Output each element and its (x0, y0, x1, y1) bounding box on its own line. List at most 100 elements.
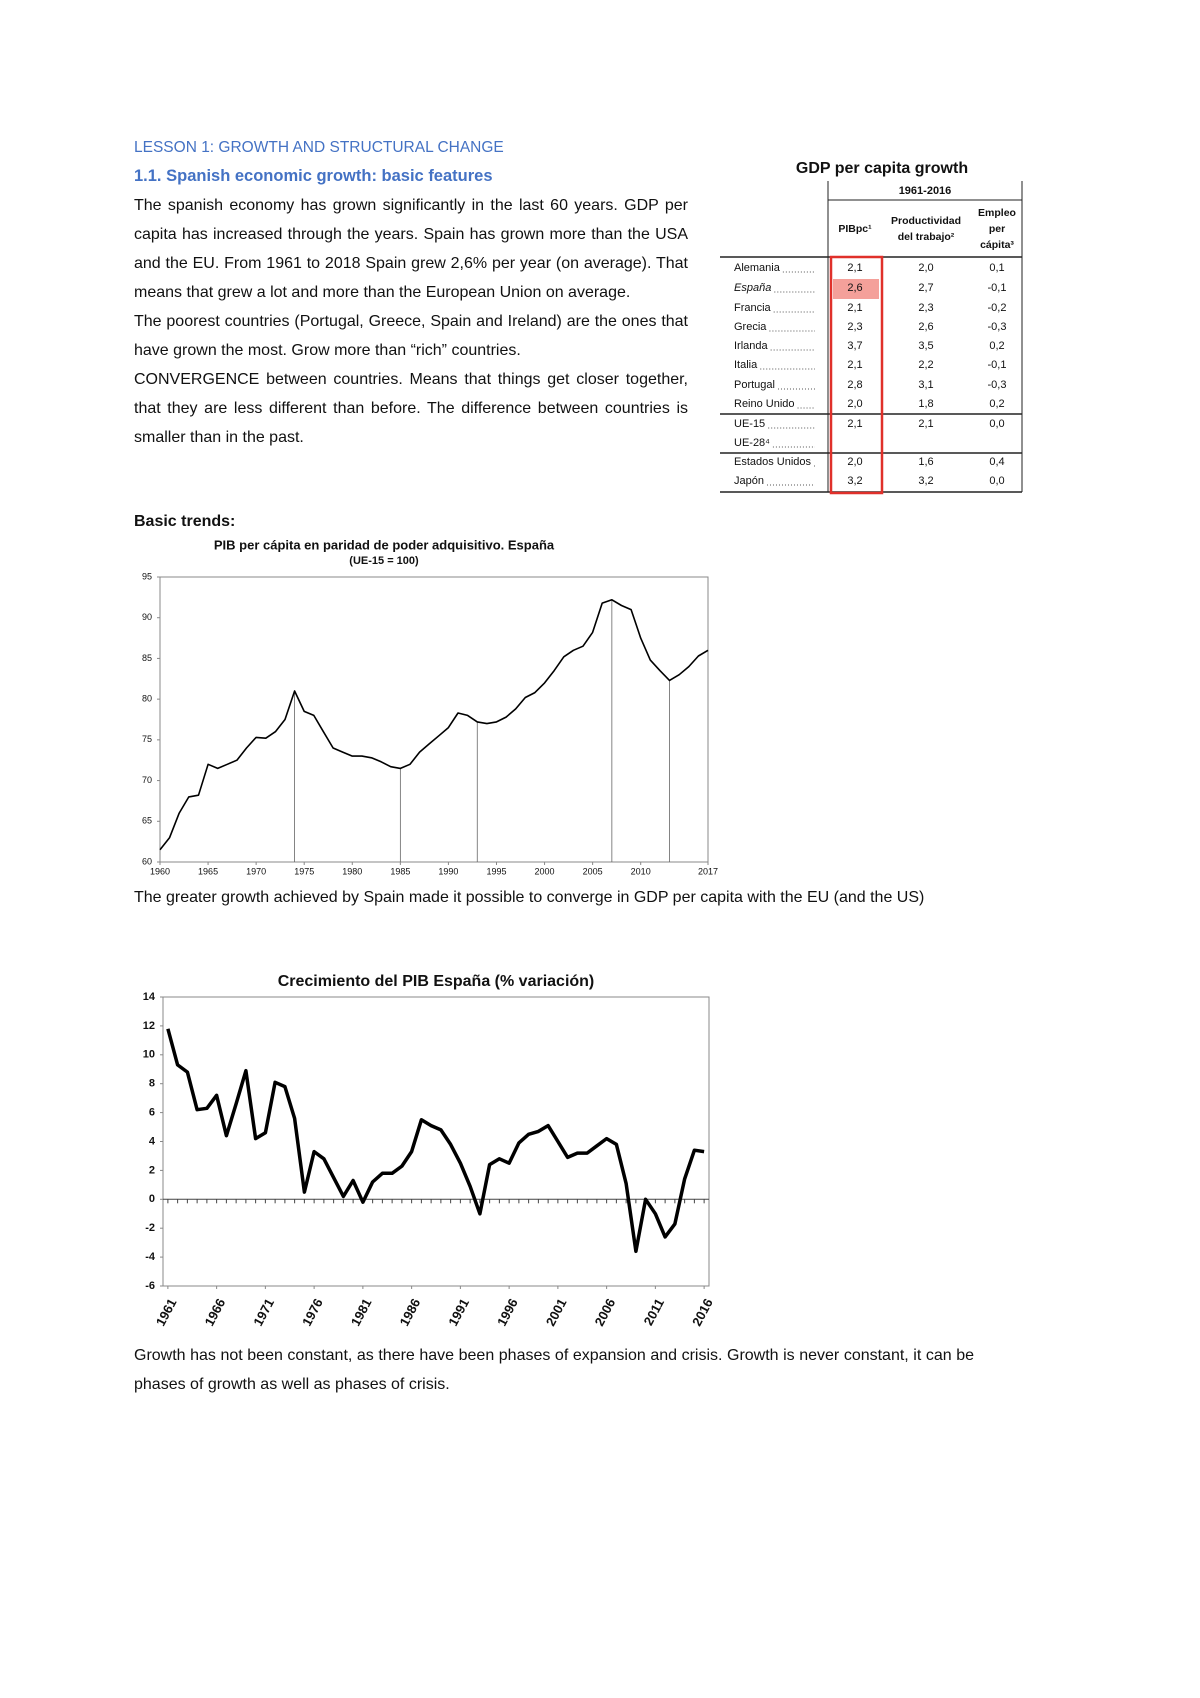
row-label: UE-28⁴ (734, 437, 770, 449)
row-label: Grecia (734, 321, 767, 333)
row-label: Estados Unidos (734, 456, 812, 468)
x-tick-label: 1981 (348, 1296, 375, 1329)
y-tick-label: 10 (143, 1049, 155, 1061)
table-title: GDP per capita growth (796, 160, 968, 177)
y-tick-label: 4 (149, 1135, 156, 1147)
table-cell: 2,1 (918, 418, 933, 430)
x-tick-label: 1985 (390, 866, 410, 876)
table-cell: 3,2 (918, 475, 933, 487)
table-cell: 2,1 (847, 418, 862, 430)
x-tick-label: 2001 (543, 1296, 570, 1329)
y-tick-label: 8 (149, 1078, 155, 1090)
line-series (166, 1028, 705, 1254)
x-tick-label: 1960 (150, 866, 170, 876)
x-tick-label: 2016 (689, 1296, 716, 1329)
section-heading: 1.1. Spanish economic growth: basic feat… (134, 167, 493, 185)
table-cell: 2,1 (847, 302, 862, 314)
column-header: Productividad (891, 215, 961, 227)
table-cell: 0,2 (989, 398, 1004, 410)
table-cell: 2,1 (847, 359, 862, 371)
table-cell: 0,1 (989, 262, 1004, 274)
x-tick-label: 2011 (641, 1296, 667, 1328)
highlight-cell (833, 279, 879, 299)
row-label: Reino Unido (734, 398, 795, 410)
x-tick-label: 1996 (494, 1296, 521, 1329)
table-cell: 0,2 (989, 340, 1004, 352)
chart-title: PIB per cápita en paridad de poder adqui… (214, 537, 555, 552)
table-cell: -0,1 (988, 282, 1007, 294)
table-cell: 3,7 (847, 340, 862, 352)
table-cell: -0,3 (988, 321, 1007, 333)
table-cell: -0,3 (988, 379, 1007, 391)
x-tick-label: 1995 (486, 866, 506, 876)
y-tick-label: 60 (142, 856, 152, 866)
table-cell: 2,0 (918, 262, 933, 274)
table-period: 1961-2016 (899, 185, 952, 197)
table-cell: 2,8 (847, 379, 862, 391)
y-tick-label: -6 (145, 1280, 155, 1292)
column-header: cápita³ (980, 239, 1014, 251)
column-header: del trabajo² (898, 231, 955, 243)
x-tick-label: 1975 (294, 866, 314, 876)
column-header: PIBpc¹ (838, 223, 872, 235)
x-tick-label: 2010 (631, 866, 651, 876)
row-label: Portugal (734, 379, 775, 391)
y-tick-label: 90 (142, 612, 152, 622)
chart-title: Crecimiento del PIB España (% variación) (278, 973, 595, 990)
table-cell: 2,3 (847, 321, 862, 333)
row-label: Alemania (734, 262, 781, 274)
x-tick-label: 1990 (438, 866, 458, 876)
y-tick-label: 6 (149, 1107, 155, 1119)
x-tick-label: 1965 (198, 866, 218, 876)
plot-frame (159, 576, 709, 863)
highlight-box (829, 255, 884, 495)
paragraph: The spanish economy has grown significan… (134, 197, 688, 301)
table-cell: 3,5 (918, 340, 933, 352)
table-cell: 0,4 (989, 456, 1004, 468)
row-label: Japón (734, 475, 764, 487)
y-tick-label: 14 (143, 991, 156, 1003)
y-tick-label: 65 (142, 816, 152, 826)
paragraph: The greater growth achieved by Spain mad… (134, 889, 925, 906)
y-tick-label: 12 (143, 1020, 155, 1032)
table-cell: 3,2 (847, 475, 862, 487)
row-label: Irlanda (734, 340, 769, 352)
x-tick-label: 1971 (250, 1296, 277, 1329)
table-cell: 2,1 (847, 262, 862, 274)
row-label: Italia (734, 359, 758, 371)
row-label: UE-15 (734, 418, 765, 430)
x-tick-label: 1961 (153, 1296, 180, 1329)
y-tick-label: -4 (145, 1251, 156, 1263)
x-tick-label: 1991 (445, 1296, 472, 1329)
chart-subtitle: (UE-15 = 100) (349, 555, 419, 567)
x-tick-label: 2000 (535, 866, 555, 876)
paragraph: The poorest countries (Portugal, Greece,… (134, 313, 688, 359)
x-tick-label: 1976 (299, 1296, 326, 1329)
table-cell: 0,0 (989, 475, 1004, 487)
x-tick-label: 2005 (583, 866, 603, 876)
column-header: per (989, 223, 1005, 235)
x-tick-label: 2017 (698, 866, 718, 876)
x-tick-label: 1980 (342, 866, 362, 876)
paragraph: Growth has not been constant, as there h… (134, 1347, 974, 1393)
text-column: The spanish economy has grown significan… (134, 191, 688, 452)
plot-frame (162, 996, 710, 1287)
y-tick-label: 0 (149, 1193, 155, 1205)
table-cell: -0,2 (988, 302, 1007, 314)
lesson-heading: LESSON 1: GROWTH AND STRUCTURAL CHANGE (134, 139, 504, 156)
table-cell: 2,7 (918, 282, 933, 294)
table-cell: 2,2 (918, 359, 933, 371)
table-cell: 1,8 (918, 398, 933, 410)
y-tick-label: -2 (145, 1222, 155, 1234)
x-tick-label: 2006 (591, 1296, 618, 1329)
table-cell: 2,0 (847, 456, 862, 468)
table-cell: 2,3 (918, 302, 933, 314)
table-cell: 0,0 (989, 418, 1004, 430)
row-label: Francia (734, 302, 772, 314)
x-tick-label: 1966 (201, 1296, 228, 1329)
table-cell: 2,6 (847, 282, 862, 294)
table-cell: 1,6 (918, 456, 933, 468)
table-cell: -0,1 (988, 359, 1007, 371)
